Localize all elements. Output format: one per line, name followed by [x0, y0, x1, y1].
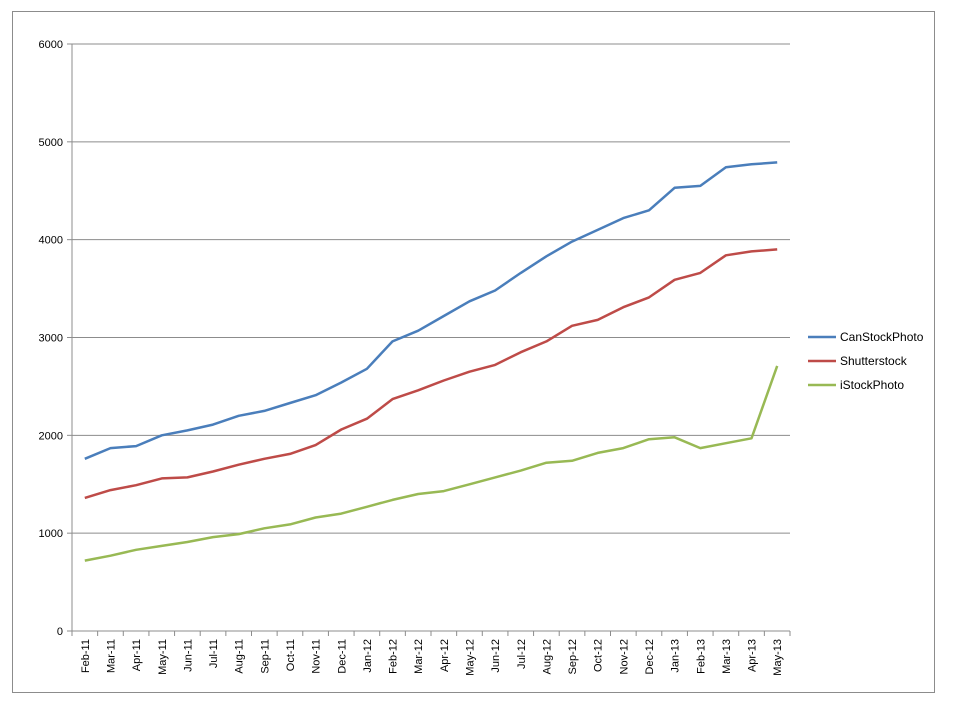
- x-tick-label: Jul-11: [208, 639, 220, 668]
- y-tick-label: 0: [57, 626, 63, 638]
- series-line-shutterstock: [84, 248, 778, 500]
- x-tick-label: May-11: [157, 639, 169, 675]
- x-tick-label: Mar-11: [105, 639, 117, 673]
- y-tick-label: 5000: [39, 137, 63, 149]
- x-tick-label: May-13: [772, 639, 784, 676]
- y-tick-label: 4000: [39, 235, 63, 247]
- x-tick-label: Jan-13: [670, 639, 682, 673]
- series-line-istockphoto: [84, 365, 779, 562]
- y-tick-labels: 0 1000 2000 3000 4000 5000 6000: [39, 39, 63, 638]
- x-tick-label: Aug-11: [234, 639, 246, 674]
- x-tick-label: Dec-11: [336, 639, 348, 674]
- legend: CanStockPhoto Shutterstock iStockPhoto: [808, 330, 924, 392]
- y-tick-label: 3000: [39, 333, 63, 345]
- x-tick-label: May-12: [464, 639, 476, 676]
- legend-label: iStockPhoto: [840, 378, 904, 392]
- y-tick-label: 1000: [39, 528, 63, 540]
- legend-label: Shutterstock: [840, 354, 908, 368]
- x-tick-label: Sep-12: [567, 639, 579, 674]
- x-tick-label: Jan-12: [362, 639, 374, 673]
- series-lines: [84, 161, 779, 562]
- y-tick-label: 2000: [39, 430, 63, 442]
- x-tick-label: Mar-13: [721, 639, 733, 674]
- x-tick-label: Jul-12: [516, 639, 528, 669]
- x-tick-label: Sep-11: [259, 639, 271, 674]
- x-tick-label: Nov-11: [311, 639, 323, 674]
- x-tick-label: Apr-11: [131, 639, 143, 671]
- x-tick-label: Feb-12: [388, 639, 400, 674]
- y-tick-label: 6000: [39, 39, 63, 51]
- x-tick-label: Feb-13: [695, 639, 707, 674]
- x-tick-label: Feb-11: [80, 639, 92, 673]
- x-tick-labels: Feb-11 Mar-11 Apr-11 May-11 Jun-11 Jul-11 Aug-…: [80, 639, 784, 676]
- x-tick-label: Mar-12: [413, 639, 425, 674]
- chart-frame: [12, 11, 935, 693]
- x-tick-label: Nov-12: [618, 639, 630, 674]
- gridlines: [72, 43, 790, 534]
- series-line-canstockphoto: [84, 161, 778, 460]
- x-tick-label: Apr-12: [439, 639, 451, 672]
- x-tick-label: Apr-13: [747, 639, 759, 672]
- legend-label: CanStockPhoto: [840, 330, 924, 344]
- x-tick-label: Oct-12: [593, 639, 605, 672]
- x-tick-label: Jun-11: [182, 639, 194, 672]
- x-tick-label: Jun-12: [490, 639, 502, 673]
- x-tick-label: Dec-12: [644, 639, 656, 674]
- axes: [67, 43, 791, 636]
- x-tick-label: Aug-12: [541, 639, 553, 674]
- x-tick-label: Oct-11: [285, 639, 297, 671]
